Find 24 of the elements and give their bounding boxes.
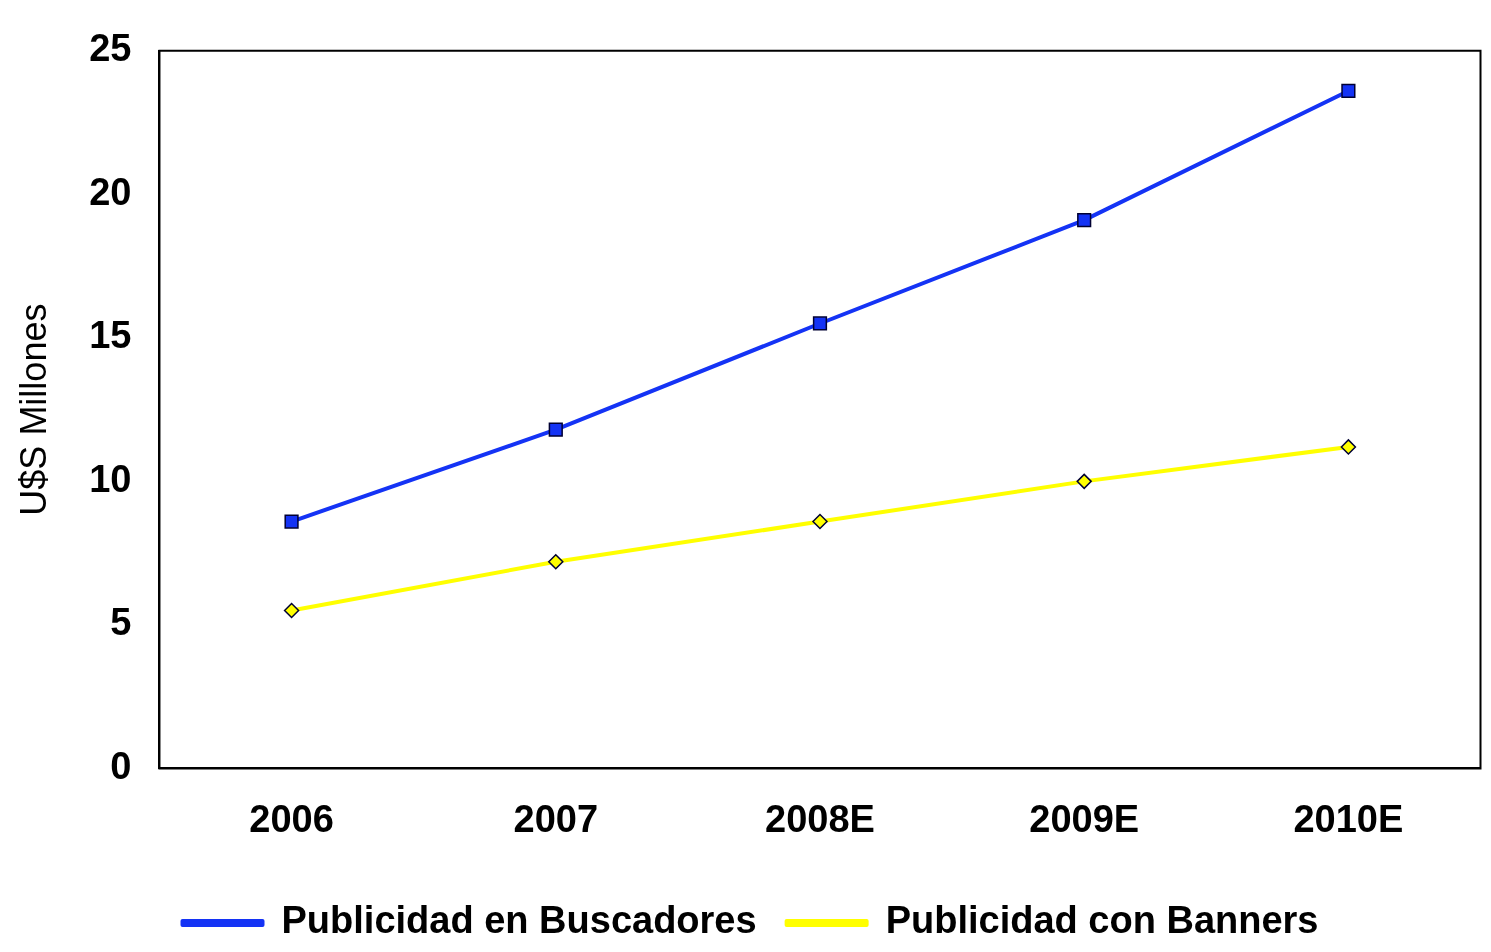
point bbox=[1076, 473, 1092, 490]
x-tick-label: 2007 bbox=[513, 797, 599, 840]
y-tick-label: 10 bbox=[89, 457, 132, 500]
point bbox=[548, 422, 563, 437]
x-tick-label: 2008E bbox=[765, 797, 875, 840]
x-tick-label: 2010E bbox=[1293, 797, 1404, 840]
point bbox=[548, 553, 564, 570]
point bbox=[1077, 213, 1092, 228]
y-tick-label: 20 bbox=[89, 170, 132, 213]
point bbox=[284, 514, 299, 529]
point bbox=[283, 602, 300, 619]
y-tick-label: 5 bbox=[110, 601, 132, 644]
point bbox=[812, 316, 828, 331]
y-tick-label: 25 bbox=[89, 27, 132, 70]
legend-label: Publicidad en Buscadores bbox=[281, 899, 757, 942]
point bbox=[1340, 439, 1357, 455]
point bbox=[812, 513, 828, 530]
point bbox=[1341, 83, 1356, 99]
y-tick-label: 15 bbox=[89, 314, 132, 357]
x-tick-label: 2009E bbox=[1029, 797, 1140, 840]
y-axis-title: U$S Millones bbox=[12, 303, 54, 516]
x-tick-label: 2006 bbox=[249, 797, 334, 840]
legend-label: Publicidad con Banners bbox=[885, 899, 1319, 942]
y-tick-label: 0 bbox=[110, 744, 132, 787]
